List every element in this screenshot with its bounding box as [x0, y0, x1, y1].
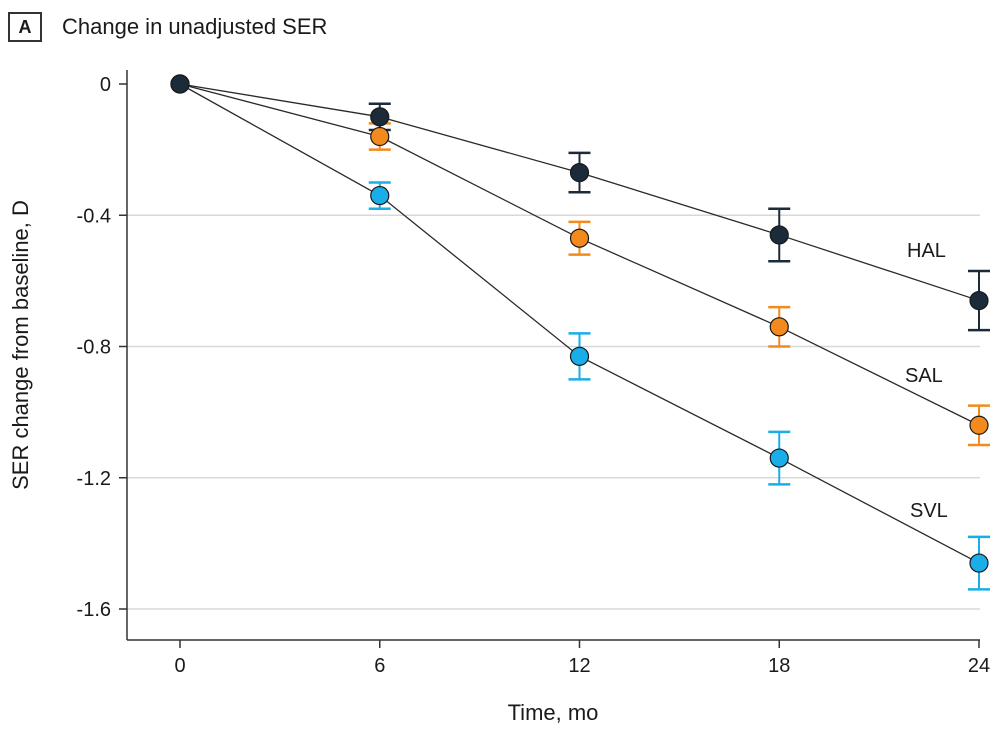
- y-tick-labels: 0 -0.4 -0.8 -1.2 -1.6: [77, 74, 111, 621]
- data-point-sal-3: [769, 317, 789, 337]
- x-tick-labels: 0 6 12 18 24: [174, 655, 990, 677]
- data-point-sal-4: [969, 415, 989, 435]
- data-point-hal-0: [170, 74, 190, 94]
- x-tick-label-1: 6: [374, 655, 385, 677]
- data-point-svl-3: [769, 448, 789, 468]
- x-tick-label-4: 24: [968, 655, 990, 677]
- x-tick-label-2: 12: [568, 655, 590, 677]
- data-points: [170, 74, 989, 573]
- x-axis-label: Time, mo: [508, 700, 599, 725]
- data-point-hal-4: [969, 290, 989, 311]
- x-tick-label-3: 18: [768, 655, 790, 677]
- data-point-svl-4: [969, 553, 989, 573]
- series-labels: SVL SAL HAL: [905, 240, 948, 522]
- y-tick-label-4: -1.6: [77, 599, 111, 621]
- panel-label: A: [8, 12, 42, 42]
- x-tick-label-0: 0: [174, 655, 185, 677]
- data-point-hal-2: [569, 162, 590, 183]
- data-point-svl-2: [569, 346, 590, 366]
- chart-title: Change in unadjusted SER: [62, 14, 328, 39]
- data-point-svl-1: [370, 185, 390, 206]
- gridlines: [127, 214, 980, 610]
- series-label-hal: HAL: [907, 240, 946, 262]
- series-label-svl: SVL: [910, 500, 948, 522]
- y-tick-label-2: -0.8: [77, 337, 111, 359]
- data-point-sal-2: [569, 228, 590, 248]
- data-point-hal-3: [769, 225, 789, 245]
- data-point-sal-1: [370, 126, 390, 147]
- axes: [119, 70, 980, 648]
- series-label-sal: SAL: [905, 365, 943, 387]
- y-axis-label: SER change from baseline, D: [8, 200, 33, 490]
- y-tick-label-3: -1.2: [77, 468, 111, 490]
- data-point-hal-1: [370, 107, 390, 127]
- y-tick-label-0: 0: [100, 74, 111, 96]
- y-tick-label-1: -0.4: [77, 205, 111, 227]
